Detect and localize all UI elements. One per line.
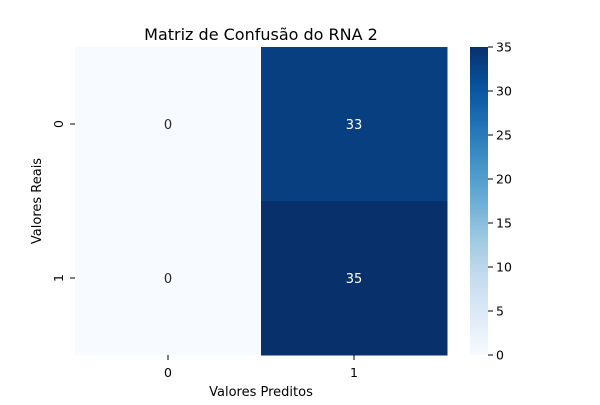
colorbar-gradient <box>470 47 488 355</box>
heatmap-cell <box>75 47 262 202</box>
cell-value-label: 33 <box>346 118 363 133</box>
y-axis-label: Valores Reais <box>30 158 45 244</box>
colorbar-tick-label: 5 <box>496 304 504 319</box>
y-tick-label: 1 <box>51 274 66 282</box>
colorbar-tick-label: 0 <box>496 348 504 363</box>
colorbar-tick-label: 30 <box>496 84 512 99</box>
x-tick-label: 0 <box>164 365 172 380</box>
heatmap-cell <box>261 47 448 202</box>
heatmap-cells: 0 33 0 35 <box>75 47 448 356</box>
cell-value-label: 35 <box>346 272 363 287</box>
colorbar-tick-label: 10 <box>496 260 512 275</box>
x-tick-label: 1 <box>350 365 358 380</box>
colorbar-tick-label: 25 <box>496 128 512 143</box>
heatmap-cell <box>261 201 448 356</box>
colorbar: 0 5 10 15 20 25 30 35 <box>470 40 512 363</box>
cell-value-label: 0 <box>164 272 172 287</box>
x-axis-label: Valores Preditos <box>209 385 313 400</box>
heatmap-cell <box>75 201 262 356</box>
y-axis: 01 <box>51 120 75 282</box>
cell-value-label: 0 <box>164 118 172 133</box>
y-tick-label: 0 <box>51 120 66 128</box>
colorbar-tick-label: 20 <box>496 172 512 187</box>
colorbar-tick-label: 35 <box>496 40 512 55</box>
colorbar-tick-label: 15 <box>496 216 512 231</box>
chart-title: Matriz de Confusão do RNA 2 <box>144 25 378 44</box>
